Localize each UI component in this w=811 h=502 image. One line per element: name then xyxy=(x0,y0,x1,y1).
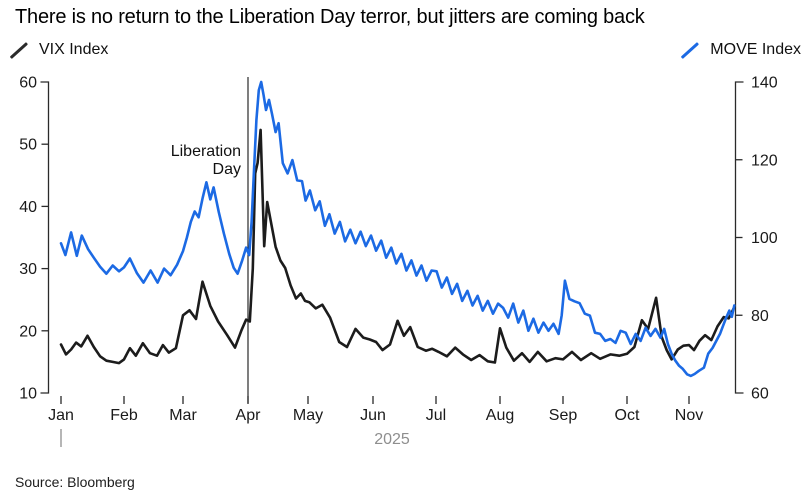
move-series-line xyxy=(59,80,736,378)
left-axis-tick-label: 20 xyxy=(19,323,37,340)
x-axis-month-label: May xyxy=(293,407,323,424)
right-axis-tick-label: 60 xyxy=(751,386,769,403)
left-axis-tick-label: 30 xyxy=(19,261,37,278)
x-axis-month-label: Sep xyxy=(549,407,578,424)
legend-move-label: MOVE Index xyxy=(710,41,801,58)
x-axis-month-label: Feb xyxy=(110,407,138,424)
x-axis-month-label: Mar xyxy=(169,407,197,424)
source-attribution: Source: Bloomberg xyxy=(15,474,135,490)
x-axis-month-label: Oct xyxy=(615,407,640,424)
left-axis-tick-label: 50 xyxy=(19,137,37,154)
right-axis-tick-label: 120 xyxy=(751,152,778,169)
left-axis-tick-label: 60 xyxy=(19,75,37,92)
left-axis-line xyxy=(40,81,50,394)
legend-vix-label: VIX Index xyxy=(39,41,109,58)
left-axis-tick-label: 10 xyxy=(19,386,37,403)
x-axis-month-label: Jun xyxy=(360,407,386,424)
right-axis-tick-label: 80 xyxy=(751,308,769,325)
year-label: 2025 xyxy=(374,431,410,448)
vix-series-line xyxy=(59,128,736,365)
liberation-day-annotation: Day xyxy=(213,161,241,178)
liberation-day-annotation: Liberation xyxy=(171,143,241,160)
x-axis-month-label: Nov xyxy=(675,407,703,424)
right-axis-tick-label: 140 xyxy=(751,75,778,92)
x-axis-month-label: Aug xyxy=(486,407,514,424)
chart-title: There is no return to the Liberation Day… xyxy=(15,6,645,28)
x-axis-month-label: Apr xyxy=(236,407,262,424)
left-axis-tick-label: 40 xyxy=(19,199,37,216)
x-axis-month-label: Jan xyxy=(48,407,74,424)
legend-vix: VIX Index xyxy=(8,41,109,60)
right-axis-tick-label: 100 xyxy=(751,230,778,247)
legend-move: MOVE Index xyxy=(679,41,801,60)
x-axis-month-label: Jul xyxy=(426,407,446,424)
